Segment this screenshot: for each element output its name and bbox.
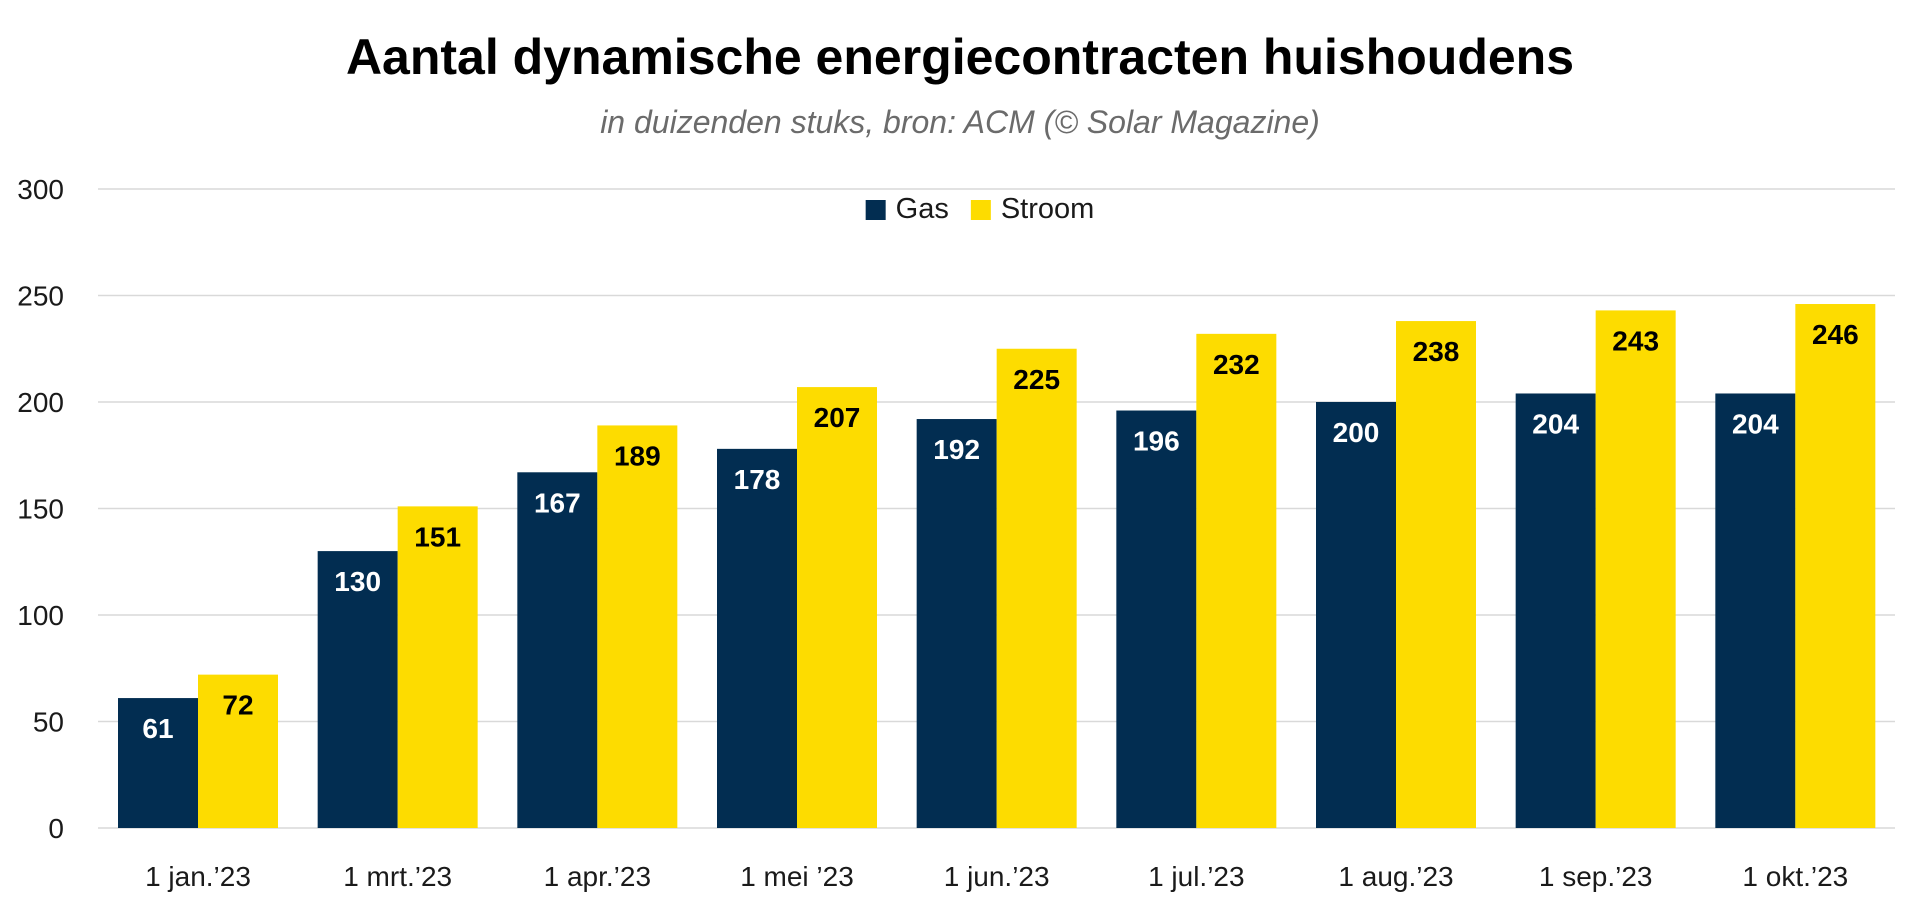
- y-tick-label: 100: [17, 600, 64, 631]
- bar-stroom: [1595, 310, 1676, 828]
- bar-gas: [118, 698, 198, 828]
- data-label-gas: 192: [933, 434, 980, 465]
- data-label-gas: 167: [534, 487, 581, 518]
- legend-label-gas: Gas: [896, 193, 949, 225]
- data-label-gas: 204: [1732, 408, 1779, 439]
- bar-gas: [317, 551, 398, 828]
- data-label-stroom: 151: [414, 521, 461, 552]
- legend-label-stroom: Stroom: [1001, 193, 1094, 225]
- x-tick-label: 1 apr.’23: [544, 861, 651, 892]
- data-label-stroom: 207: [814, 402, 861, 433]
- y-tick-label: 300: [17, 174, 64, 205]
- data-label-gas: 204: [1532, 408, 1579, 439]
- bars: [118, 304, 1876, 828]
- bar-gas: [1316, 402, 1396, 828]
- data-label-stroom: 238: [1413, 336, 1460, 367]
- chart-subtitle: in duizenden stuks, bron: ACM (© Solar M…: [600, 104, 1320, 140]
- bar-stroom: [996, 348, 1077, 828]
- data-label-stroom: 225: [1013, 364, 1060, 395]
- x-tick-label: 1 okt.’23: [1742, 861, 1848, 892]
- x-tick-label: 1 jun.’23: [944, 861, 1050, 892]
- data-label-stroom: 189: [614, 440, 661, 471]
- x-tick-label: 1 mei ’23: [740, 861, 854, 892]
- legend: Gas Stroom: [865, 193, 1094, 225]
- y-tick-label: 150: [17, 494, 64, 525]
- bar-stroom: [198, 674, 278, 828]
- bar-stroom: [1795, 304, 1876, 828]
- x-tick-label: 1 mrt.’23: [343, 861, 452, 892]
- bar-gas: [517, 472, 598, 828]
- data-labels: 61 72 130 151 167 189 178 207 192 225 196 232 200 238…: [142, 319, 1858, 744]
- x-tick-label: 1 sep.’23: [1539, 861, 1653, 892]
- data-label-stroom: 243: [1612, 325, 1659, 356]
- bar-stroom: [397, 506, 478, 828]
- data-label-gas: 130: [334, 566, 381, 597]
- y-tick-label: 50: [33, 707, 64, 738]
- data-label-gas: 61: [142, 713, 173, 744]
- y-tick-label: 0: [48, 813, 64, 844]
- bar-gas: [916, 419, 997, 828]
- bar-gas: [1515, 393, 1596, 828]
- legend-swatch-stroom: [970, 200, 991, 220]
- x-axis-ticks: 1 jan.’23 1 mrt.’23 1 apr.’23 1 mei ’23 1 ju…: [145, 861, 1848, 892]
- y-tick-label: 200: [17, 387, 64, 418]
- bar-stroom: [797, 387, 877, 828]
- x-tick-label: 1 jan.’23: [145, 861, 251, 892]
- bar-gas: [1116, 410, 1197, 828]
- legend-swatch-gas: [865, 200, 886, 220]
- bar-gas: [717, 448, 797, 828]
- data-label-gas: 200: [1333, 417, 1380, 448]
- y-axis-ticks: 0 50 100 150 200 250 300: [17, 174, 64, 844]
- bar-stroom: [1396, 321, 1476, 828]
- bar-gas: [1715, 393, 1796, 828]
- bar-stroom: [1196, 333, 1277, 828]
- y-tick-label: 250: [17, 281, 64, 312]
- x-tick-label: 1 aug.’23: [1338, 861, 1453, 892]
- data-label-stroom: 246: [1812, 319, 1859, 350]
- data-label-gas: 196: [1133, 426, 1180, 457]
- bar-stroom: [597, 425, 678, 828]
- chart-title: Aantal dynamische energiecontracten huis…: [345, 29, 1575, 85]
- data-label-gas: 178: [734, 464, 781, 495]
- data-label-stroom: 232: [1213, 349, 1260, 380]
- x-tick-label: 1 jul.’23: [1148, 861, 1245, 892]
- data-label-stroom: 72: [222, 690, 253, 721]
